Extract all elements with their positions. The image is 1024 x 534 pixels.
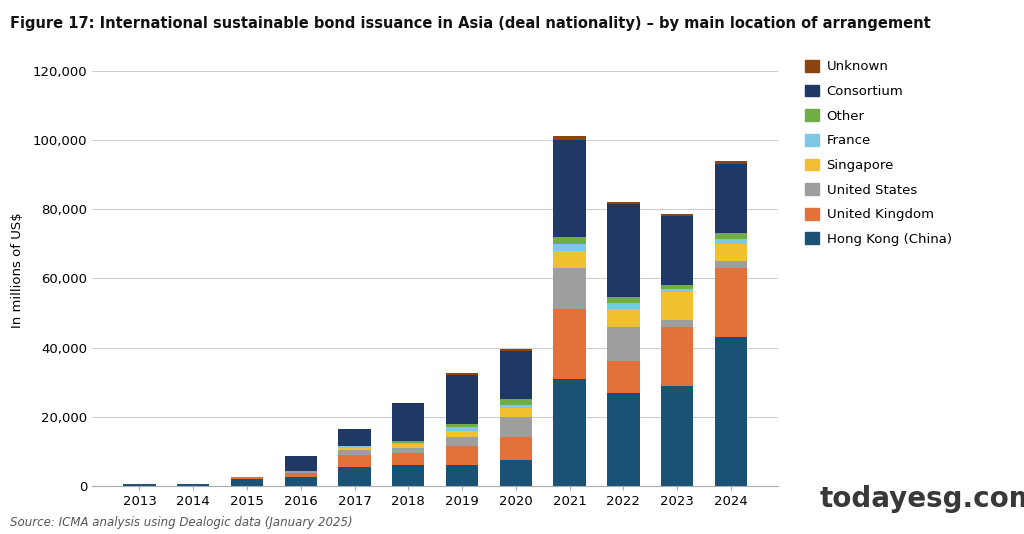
Bar: [715, 233, 748, 239]
Bar: [446, 446, 478, 465]
Bar: [446, 427, 478, 430]
Bar: [285, 472, 316, 473]
Bar: [500, 351, 532, 399]
Text: todayesg.com: todayesg.com: [819, 485, 1024, 513]
Bar: [392, 448, 424, 453]
Bar: [607, 362, 640, 392]
Bar: [338, 455, 371, 467]
Bar: [392, 444, 424, 448]
Bar: [607, 303, 640, 310]
Bar: [715, 268, 748, 337]
Bar: [554, 237, 586, 244]
Bar: [554, 268, 586, 310]
Bar: [392, 403, 424, 441]
Bar: [715, 164, 748, 233]
Bar: [607, 202, 640, 204]
Bar: [715, 337, 748, 486]
Bar: [662, 292, 693, 320]
Bar: [177, 483, 209, 486]
Y-axis label: In millions of US$: In millions of US$: [11, 212, 25, 327]
Bar: [500, 405, 532, 408]
Bar: [285, 473, 316, 477]
Bar: [662, 285, 693, 289]
Bar: [446, 430, 478, 437]
Bar: [123, 483, 156, 486]
Bar: [285, 456, 316, 472]
Bar: [392, 441, 424, 443]
Bar: [285, 477, 316, 486]
Bar: [554, 244, 586, 250]
Bar: [554, 310, 586, 379]
Bar: [662, 289, 693, 292]
Bar: [446, 375, 478, 423]
Bar: [500, 399, 532, 405]
Bar: [338, 446, 371, 448]
Bar: [607, 310, 640, 327]
Bar: [446, 423, 478, 427]
Bar: [338, 448, 371, 450]
Bar: [662, 320, 693, 327]
Bar: [338, 429, 371, 446]
Bar: [554, 379, 586, 486]
Bar: [392, 443, 424, 444]
Bar: [662, 327, 693, 386]
Bar: [338, 467, 371, 486]
Bar: [446, 373, 478, 375]
Bar: [662, 386, 693, 486]
Text: Source: ICMA analysis using Dealogic data (January 2025): Source: ICMA analysis using Dealogic dat…: [10, 516, 353, 529]
Bar: [715, 239, 748, 244]
Bar: [607, 204, 640, 297]
Bar: [554, 140, 586, 237]
Bar: [607, 297, 640, 303]
Bar: [715, 261, 748, 268]
Bar: [392, 465, 424, 486]
Bar: [500, 408, 532, 417]
Bar: [500, 437, 532, 460]
Bar: [338, 450, 371, 455]
Legend: Unknown, Consortium, Other, France, Singapore, United States, United Kingdom, Ho: Unknown, Consortium, Other, France, Sing…: [806, 60, 951, 246]
Bar: [554, 250, 586, 268]
Bar: [446, 437, 478, 446]
Bar: [715, 161, 748, 164]
Bar: [715, 244, 748, 261]
Bar: [230, 477, 263, 479]
Text: Figure 17: International sustainable bond issuance in Asia (deal nationality) – : Figure 17: International sustainable bon…: [10, 16, 931, 31]
Bar: [230, 479, 263, 486]
Bar: [662, 214, 693, 216]
Bar: [446, 465, 478, 486]
Bar: [554, 137, 586, 140]
Bar: [662, 216, 693, 285]
Bar: [500, 349, 532, 351]
Bar: [607, 392, 640, 486]
Bar: [500, 460, 532, 486]
Bar: [607, 327, 640, 362]
Bar: [500, 417, 532, 437]
Bar: [392, 453, 424, 465]
